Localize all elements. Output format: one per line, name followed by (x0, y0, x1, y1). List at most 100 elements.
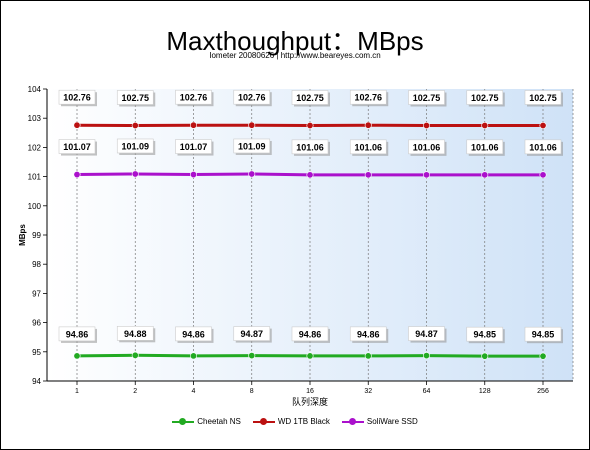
y-tick-label: 95 (32, 348, 41, 357)
x-tick-label: 128 (479, 388, 491, 395)
data-label: 101.07 (180, 142, 208, 152)
data-label-box (233, 89, 271, 105)
data-label-box (291, 326, 329, 342)
legend-label: Cheetah NS (197, 417, 241, 426)
x-tick-label: 8 (250, 388, 254, 395)
data-point (306, 171, 314, 179)
data-label-box (175, 326, 212, 342)
data-point (73, 171, 81, 179)
data-label-box (466, 326, 504, 342)
data-point (248, 121, 256, 129)
data-point (364, 121, 372, 129)
legend-label: SoliWare SSD (366, 417, 418, 426)
data-label: 102.75 (296, 93, 324, 103)
y-tick-label: 100 (28, 202, 42, 211)
data-point (364, 352, 372, 360)
data-point (190, 121, 198, 129)
data-label: 101.06 (413, 142, 441, 152)
data-label: 102.76 (354, 93, 382, 103)
x-tick-label: 2 (133, 388, 137, 395)
data-label-box (233, 326, 271, 341)
data-point (539, 352, 547, 360)
data-label-box (175, 139, 212, 154)
data-label: 101.06 (529, 142, 557, 152)
data-point (306, 352, 314, 360)
chart-title: Maxthoughput：MBps (166, 26, 424, 56)
x-tick-label: 32 (364, 388, 372, 395)
data-label: 101.06 (296, 142, 324, 152)
data-label-box (291, 90, 329, 105)
chart-legend: Cheetah NS WD 1TB Black SoliWare SSD (1, 417, 589, 426)
data-point (422, 352, 430, 360)
y-tick-label: 99 (32, 231, 41, 240)
data-label: 94.85 (473, 330, 496, 340)
data-label: 102.75 (529, 93, 557, 103)
legend-item: SoliWare SSD (341, 417, 418, 426)
data-label-box (349, 89, 387, 105)
data-label: 102.76 (63, 93, 91, 103)
y-tick-label: 94 (32, 377, 41, 386)
data-point (248, 170, 256, 178)
y-tick-label: 98 (32, 260, 41, 269)
data-label: 101.09 (238, 141, 266, 151)
data-label-box (116, 326, 154, 341)
data-point (73, 121, 81, 129)
data-label: 102.76 (180, 93, 208, 103)
chart-subtitle: Iometer 20080626 | http://www.beareyes.c… (209, 51, 381, 60)
x-tick-label: 16 (306, 388, 314, 395)
data-label-box (524, 90, 562, 105)
x-tick-label: 64 (423, 388, 431, 395)
data-point (73, 352, 81, 360)
data-label: 102.76 (238, 93, 266, 103)
data-point (190, 171, 198, 179)
legend-swatch (341, 417, 364, 425)
legend-marker (259, 417, 267, 425)
y-tick-label: 97 (32, 289, 41, 298)
data-point (481, 122, 489, 130)
y-axis-label: MBps (18, 224, 27, 246)
data-point (131, 351, 139, 359)
x-tick-label: 4 (192, 388, 196, 395)
x-tick-label: 1 (75, 388, 79, 395)
legend-item: WD 1TB Black (252, 417, 330, 426)
data-point (539, 122, 547, 130)
data-label: 101.07 (63, 142, 91, 152)
x-tick-label: 256 (537, 388, 549, 395)
data-label-box (116, 90, 154, 105)
y-tick-label: 102 (28, 143, 42, 152)
data-point (131, 122, 139, 130)
data-point (190, 352, 198, 360)
y-tick-label: 103 (28, 114, 42, 123)
x-axis-label: 队列深度 (292, 396, 328, 408)
data-point (481, 171, 489, 179)
data-label: 101.06 (471, 142, 499, 152)
legend-marker (179, 417, 187, 425)
data-label: 101.09 (121, 141, 149, 151)
legend-label: WD 1TB Black (277, 417, 330, 426)
data-point (131, 170, 139, 178)
data-point (539, 171, 547, 179)
data-label: 102.75 (471, 93, 499, 103)
data-label-box (408, 139, 445, 155)
data-label: 94.87 (240, 329, 263, 339)
data-point (422, 122, 430, 130)
data-label: 94.86 (66, 329, 89, 339)
y-tick-label: 101 (28, 173, 42, 182)
data-point (481, 352, 489, 360)
legend-swatch (172, 417, 195, 425)
data-label-box (408, 90, 445, 105)
y-tick-label: 96 (32, 319, 41, 328)
data-label-box (116, 138, 154, 154)
data-label-box (58, 326, 96, 342)
data-point (248, 352, 256, 360)
data-label: 102.75 (413, 93, 441, 103)
data-label-box (58, 89, 96, 105)
data-label-box (349, 326, 387, 342)
data-label-box (466, 139, 504, 155)
y-tick-label: 104 (28, 85, 42, 94)
data-label: 94.86 (357, 329, 380, 339)
data-label: 94.87 (415, 329, 438, 339)
data-label: 102.75 (121, 93, 149, 103)
